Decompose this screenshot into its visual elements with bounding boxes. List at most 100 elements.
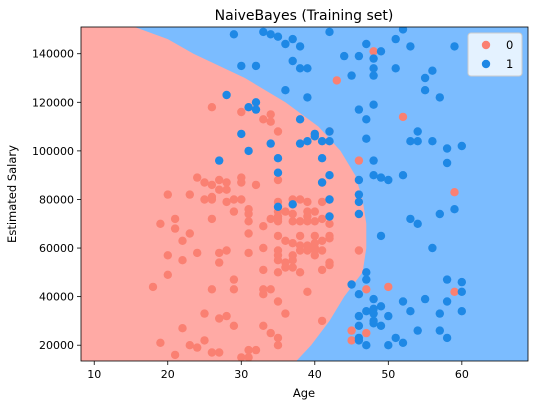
point-class-0 <box>185 341 194 350</box>
point-class-0 <box>244 345 253 355</box>
point-class-1 <box>288 200 297 209</box>
point-class-0 <box>207 180 217 190</box>
point-class-0 <box>207 103 217 112</box>
point-class-0 <box>251 180 261 190</box>
point-class-0 <box>163 251 172 260</box>
point-class-1 <box>457 287 466 296</box>
point-class-1 <box>273 202 283 211</box>
point-class-0 <box>273 175 283 185</box>
point-class-1 <box>369 100 378 109</box>
point-class-1 <box>288 56 297 66</box>
point-class-0 <box>229 321 239 330</box>
point-class-0 <box>237 195 246 204</box>
point-class-0 <box>222 246 231 255</box>
point-class-0 <box>273 231 283 241</box>
point-class-1 <box>428 243 437 253</box>
point-class-1 <box>442 158 452 168</box>
point-class-0 <box>310 239 319 248</box>
point-class-0 <box>273 333 283 343</box>
x-tick-label: 40 <box>308 368 322 381</box>
point-class-1 <box>369 316 378 326</box>
point-class-1 <box>398 171 408 180</box>
point-class-1 <box>376 173 386 182</box>
point-class-0 <box>207 214 217 224</box>
point-class-0 <box>259 115 268 124</box>
point-class-0 <box>317 236 327 245</box>
point-class-0 <box>317 214 327 224</box>
point-class-0 <box>148 282 158 292</box>
point-class-0 <box>229 195 239 204</box>
point-class-0 <box>288 209 297 219</box>
point-class-0 <box>273 297 283 306</box>
x-axis-ticks: 10 20 30 40 50 60 <box>87 361 469 381</box>
point-class-1 <box>420 86 430 95</box>
point-class-1 <box>435 209 444 219</box>
legend-label-1: 1 <box>506 57 513 71</box>
point-class-0 <box>266 285 275 294</box>
point-class-1 <box>273 154 283 163</box>
point-class-0 <box>317 265 327 275</box>
point-class-0 <box>303 287 312 296</box>
point-class-1 <box>354 175 364 185</box>
point-class-1 <box>369 64 378 73</box>
point-class-1 <box>354 333 364 343</box>
point-class-1 <box>406 307 415 316</box>
point-class-0 <box>295 195 305 204</box>
point-class-0 <box>288 251 297 260</box>
point-class-0 <box>170 214 180 224</box>
y-tick-label: 60000 <box>39 242 74 255</box>
point-class-0 <box>259 265 268 275</box>
point-class-1 <box>288 34 297 44</box>
point-class-0 <box>207 348 217 357</box>
point-class-1 <box>369 54 378 63</box>
point-class-1 <box>303 137 312 146</box>
point-class-1 <box>413 326 422 335</box>
point-class-1 <box>362 275 371 284</box>
point-class-1 <box>435 326 444 335</box>
legend-label-0: 0 <box>506 38 513 52</box>
point-class-0 <box>303 197 312 207</box>
point-class-1 <box>215 156 224 165</box>
y-tick-label: 40000 <box>39 291 74 304</box>
point-class-1 <box>303 93 312 102</box>
point-class-0 <box>317 246 327 255</box>
point-class-1 <box>362 39 371 49</box>
point-class-1 <box>317 137 327 146</box>
point-class-0 <box>266 214 275 224</box>
point-class-0 <box>170 350 180 360</box>
point-class-1 <box>251 61 261 71</box>
point-class-1 <box>450 42 459 51</box>
point-class-0 <box>215 348 224 357</box>
point-class-0 <box>215 258 224 267</box>
point-class-1 <box>295 42 305 51</box>
point-class-1 <box>362 115 371 124</box>
point-class-0 <box>193 248 202 258</box>
point-class-0 <box>200 336 209 345</box>
legend-box <box>467 32 523 77</box>
point-class-1 <box>442 275 452 284</box>
point-class-1 <box>295 139 305 148</box>
point-class-1 <box>435 93 444 102</box>
plot-frame <box>80 26 529 362</box>
point-class-0 <box>450 287 459 296</box>
point-class-0 <box>215 185 224 194</box>
point-class-0 <box>229 285 239 294</box>
point-class-1 <box>266 139 275 148</box>
point-class-0 <box>369 47 378 56</box>
point-class-1 <box>442 333 452 343</box>
point-class-0 <box>273 246 283 255</box>
point-class-1 <box>237 129 246 139</box>
point-class-0 <box>156 219 165 228</box>
point-class-1 <box>325 212 334 221</box>
point-class-1 <box>244 146 253 156</box>
point-class-0 <box>259 243 268 253</box>
point-class-1 <box>325 171 334 180</box>
point-class-1 <box>384 341 393 350</box>
point-class-0 <box>273 268 283 277</box>
point-class-1 <box>295 64 305 73</box>
point-class-1 <box>428 66 437 75</box>
point-class-0 <box>244 217 253 226</box>
point-class-1 <box>369 156 378 165</box>
point-class-0 <box>237 173 246 182</box>
